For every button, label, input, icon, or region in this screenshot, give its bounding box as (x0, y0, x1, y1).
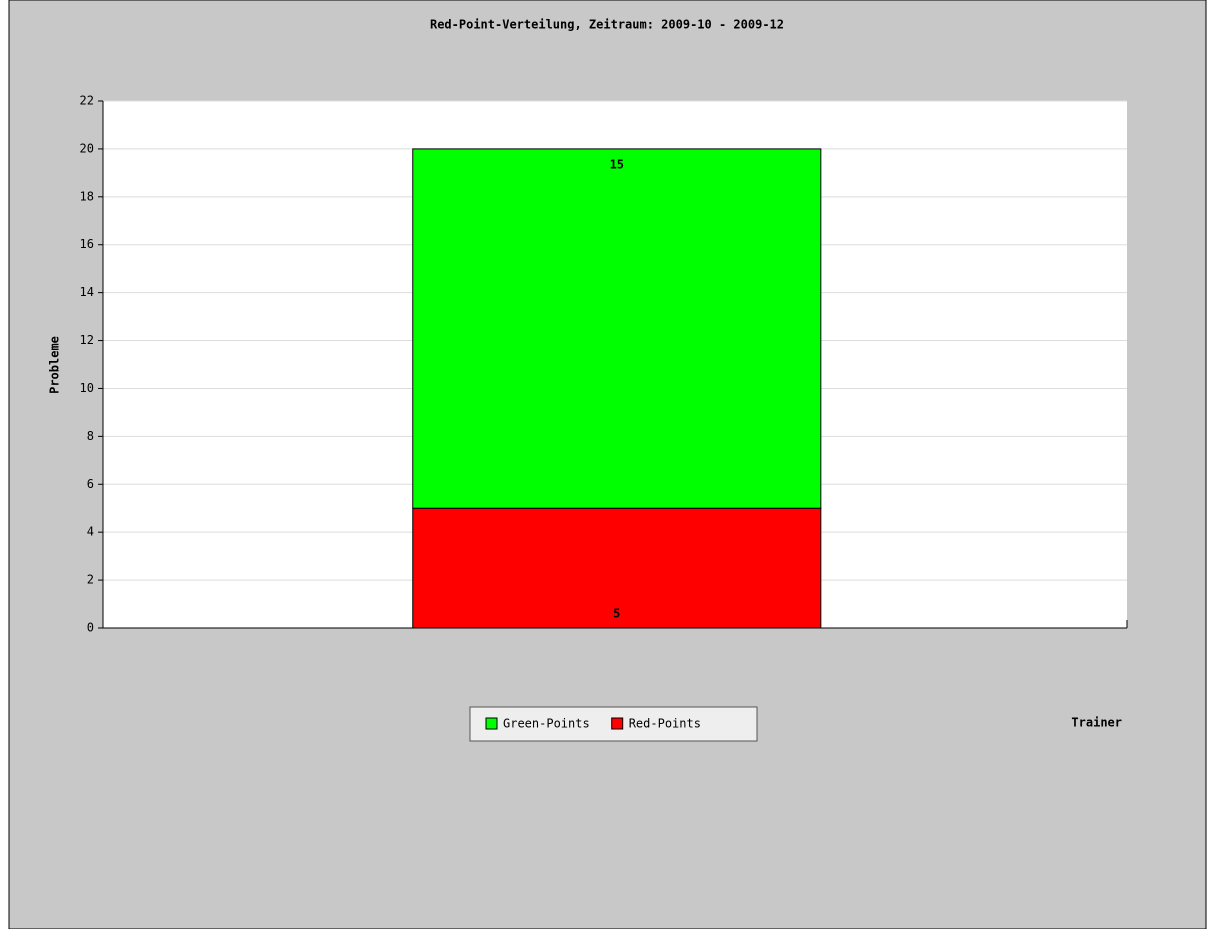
legend-label: Green-Points (503, 717, 590, 731)
y-tick-label: 18 (80, 189, 94, 203)
y-tick-label: 10 (80, 381, 94, 395)
y-tick-label: 12 (80, 333, 94, 347)
x-axis-label: Trainer (1071, 716, 1122, 730)
legend-swatch (485, 717, 498, 730)
y-tick-label: 20 (80, 141, 94, 155)
y-tick-label: 2 (87, 573, 94, 587)
y-tick-label: 8 (87, 429, 94, 443)
y-axis-label: Probleme (48, 336, 62, 394)
y-tick-label: 22 (80, 94, 94, 108)
legend-label: Red-Points (629, 717, 701, 731)
y-tick-label: 16 (80, 237, 94, 251)
y-tick-label: 14 (80, 285, 94, 299)
chart-title: Red-Point-Verteilung, Zeitraum: 2009-10 … (430, 18, 784, 32)
data-label: 5 (613, 607, 620, 621)
y-tick-label: 6 (87, 477, 94, 491)
data-label: 15 (610, 157, 624, 171)
bar-segment (412, 148, 822, 509)
legend-swatch (611, 717, 624, 730)
y-tick-label: 4 (87, 525, 94, 539)
y-tick-label: 0 (87, 621, 94, 635)
